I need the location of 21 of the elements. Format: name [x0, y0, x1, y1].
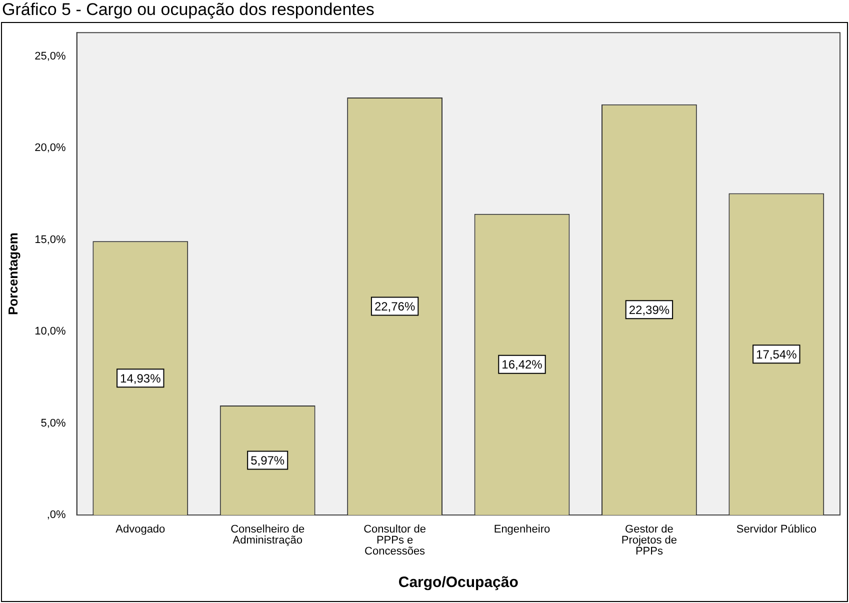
y-tick-label: 5,0% [40, 417, 66, 430]
y-tick-label: 25,0% [34, 50, 66, 62]
data-label: 22,39% [628, 302, 670, 317]
y-tick-label: 20,0% [34, 142, 66, 154]
y-tick-label: 10,0% [34, 326, 66, 338]
data-label: 17,54% [756, 347, 798, 362]
y-tick-label: ,0% [46, 509, 66, 522]
y-tick-label: 15,0% [34, 234, 66, 246]
x-tick-label: Engenheiro [494, 524, 550, 536]
data-label: 16,42% [502, 358, 543, 372]
y-axis-title: Porcentagem [5, 232, 20, 315]
data-label: 14,93% [120, 371, 162, 386]
x-axis-title: Cargo/Ocupação [398, 574, 518, 592]
x-tick-label: Gestor de Projetos de PPPs [621, 524, 678, 558]
x-tick-label: Advogado [116, 524, 166, 536]
x-tick-label: Servidor Público [736, 524, 816, 536]
x-tick-label: Consultor de PPPs e Concessões [364, 524, 426, 558]
chart-title: Gráfico 5 - Cargo ou ocupação dos respondentes [2, 0, 374, 20]
x-tick-label: Conselheiro de Administração [230, 524, 305, 547]
data-label: 22,76% [374, 300, 416, 314]
data-label: 5,97% [250, 454, 285, 468]
